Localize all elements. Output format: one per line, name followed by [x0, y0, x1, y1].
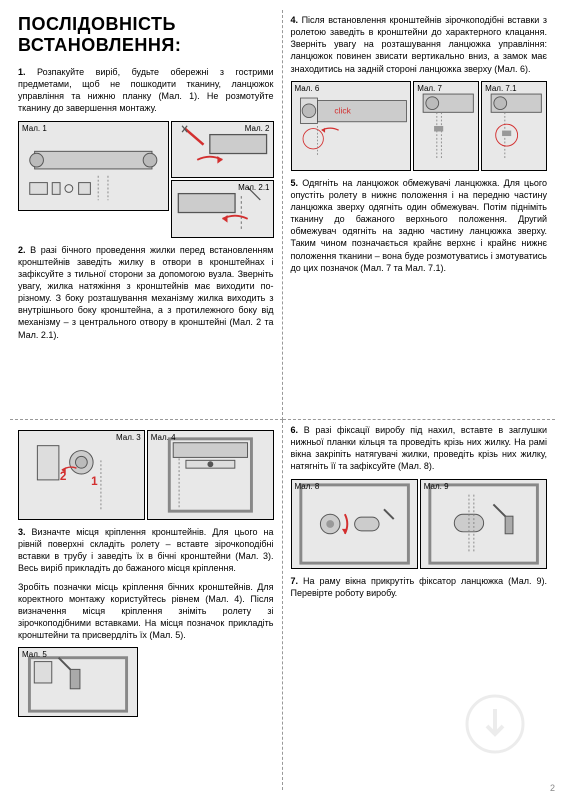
fig-4-label: Мал. 4	[151, 433, 176, 442]
fig-1-label: Мал. 1	[22, 124, 47, 133]
fig-3: Мал. 3 2 1	[18, 430, 145, 520]
fig-3-label: Мал. 3	[116, 433, 141, 442]
fig-5-label: Мал. 5	[22, 650, 47, 659]
figs-8-9: Мал. 8 Мал. 9	[291, 479, 548, 569]
fig-71-label: Мал. 7.1	[485, 84, 516, 93]
quadrant-tl: ПОСЛІДОВНІСТЬ ВСТАНОВЛЕННЯ: 1. Розпакуйт…	[10, 10, 283, 420]
fig-2: Мал. 2	[171, 121, 274, 178]
fig-8: Мал. 8	[291, 479, 418, 569]
fig-1: Мал. 1	[18, 121, 169, 211]
fig-7-label: Мал. 7	[417, 84, 442, 93]
fig-6: Мал. 6 click	[291, 81, 412, 171]
watermark-icon	[465, 694, 525, 759]
page-number: 2	[550, 783, 555, 793]
fig-5: Мал. 5	[18, 647, 138, 717]
fig-7: Мал. 7	[413, 81, 479, 171]
fig-2-1: Мал. 2.1	[171, 180, 274, 237]
step-4: 4. Після встановлення кронштейнів зірочк…	[291, 14, 548, 75]
instruction-page: ПОСЛІДОВНІСТЬ ВСТАНОВЛЕННЯ: 1. Розпакуйт…	[0, 0, 565, 799]
step-5: 5. Одягніть на ланцюжок обмежувачі ланцю…	[291, 177, 548, 274]
step-1: 1. Розпакуйте виріб, будьте обережні з г…	[18, 66, 274, 115]
fig-9-label: Мал. 9	[424, 482, 449, 491]
step-6: 6. В разі фіксації виробу під нахил, вст…	[291, 424, 548, 473]
fig-6-label: Мал. 6	[295, 84, 320, 93]
fig-2-label: Мал. 2	[245, 124, 270, 133]
fig-4: Мал. 4	[147, 430, 274, 520]
quadrant-tr: 4. Після встановлення кронштейнів зірочк…	[283, 10, 556, 420]
fig-8-label: Мал. 8	[295, 482, 320, 491]
step-7: 7. На раму вікна прикрутіть фіксатор лан…	[291, 575, 548, 599]
step-3: 3. Визначте місця кріплення кронштейнів.…	[18, 526, 274, 575]
fig-21-label: Мал. 2.1	[238, 183, 269, 192]
figs-1-2: Мал. 1 Мал. 2 Мал. 2.1	[18, 121, 274, 238]
quadrant-bl: Мал. 3 2 1 Мал. 4 3. Визначте місця кріпл…	[10, 420, 283, 790]
figs-6-7: Мал. 6 click Мал. 7 Мал. 7.1	[291, 81, 548, 171]
fig-9: Мал. 9	[420, 479, 547, 569]
figs-3-4: Мал. 3 2 1 Мал. 4	[18, 430, 274, 520]
svg-text:1: 1	[91, 475, 98, 488]
svg-text:2: 2	[60, 470, 67, 483]
step-2: 2. В разі бічного проведення жилки перед…	[18, 244, 274, 341]
svg-text:click: click	[334, 105, 351, 115]
step-3b: Зробіть позначки місць кріплення бічних …	[18, 581, 274, 642]
fig-7-1: Мал. 7.1	[481, 81, 547, 171]
page-title: ПОСЛІДОВНІСТЬ ВСТАНОВЛЕННЯ:	[18, 14, 274, 56]
figs-5: Мал. 5	[18, 647, 274, 717]
